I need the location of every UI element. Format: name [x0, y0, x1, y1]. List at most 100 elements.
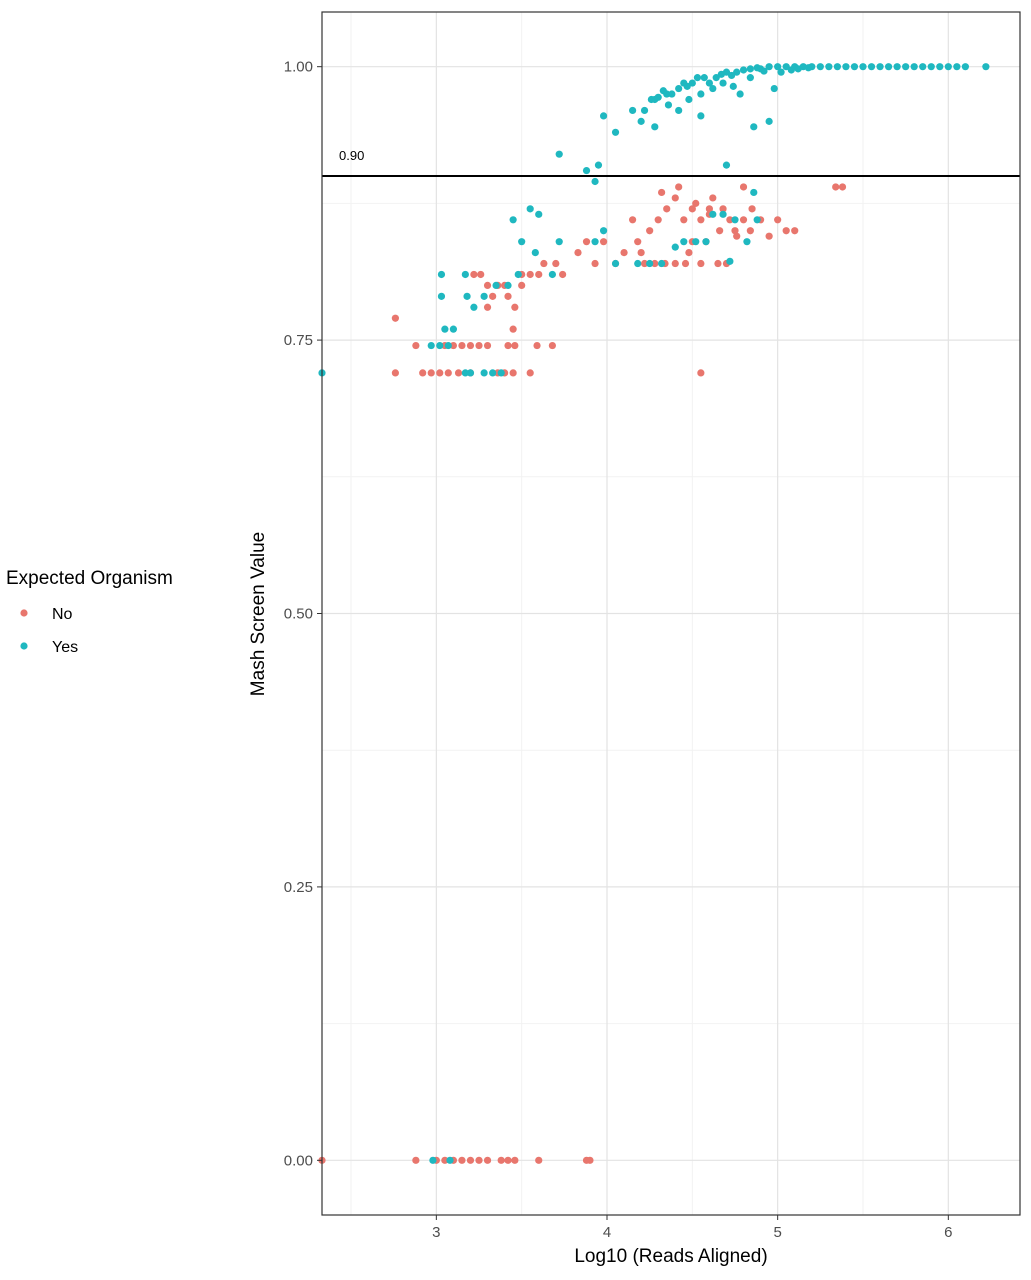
point-yes: [953, 63, 961, 71]
point-yes: [697, 112, 705, 120]
point-no: [599, 238, 608, 246]
point-yes: [743, 238, 751, 246]
point-yes: [664, 101, 673, 109]
point-yes: [876, 63, 884, 71]
point-yes: [427, 341, 435, 350]
point-yes: [750, 123, 758, 131]
point-yes: [634, 259, 642, 268]
point-yes: [702, 238, 710, 246]
point-no: [454, 369, 463, 377]
point-yes: [675, 106, 683, 115]
point-no: [526, 369, 534, 377]
point-yes: [504, 281, 512, 290]
point-yes: [944, 63, 952, 71]
point-no: [629, 216, 637, 224]
legend-label-yes: Yes: [52, 639, 78, 656]
point-yes: [739, 66, 748, 74]
point-yes: [480, 369, 488, 377]
point-no: [483, 341, 492, 350]
point-no: [733, 232, 741, 240]
point-yes: [936, 63, 944, 71]
point-no: [697, 259, 705, 268]
point-yes: [647, 95, 655, 104]
y-tick-label: 0.75: [284, 332, 313, 349]
point-yes: [736, 90, 744, 98]
point-no: [714, 259, 722, 268]
point-no: [651, 259, 659, 268]
point-no: [497, 1156, 505, 1164]
point-no: [466, 1156, 475, 1164]
point-yes: [982, 63, 990, 71]
point-yes: [659, 87, 667, 95]
point-yes: [712, 74, 720, 82]
point-yes: [555, 238, 563, 246]
point-yes: [548, 270, 556, 279]
point-yes: [961, 63, 969, 71]
point-yes: [582, 166, 591, 175]
point-yes: [629, 106, 637, 115]
point-yes: [429, 1156, 437, 1164]
point-yes: [470, 303, 478, 311]
point-no: [509, 369, 517, 377]
point-yes: [637, 117, 645, 125]
reference-line-label: 0.90: [339, 148, 364, 163]
point-no: [466, 341, 475, 350]
point-yes: [919, 63, 927, 71]
point-yes: [489, 369, 497, 377]
point-yes: [787, 66, 795, 74]
point-no: [688, 205, 696, 213]
point-no: [697, 369, 705, 377]
point-yes: [850, 63, 859, 71]
point-yes: [731, 216, 739, 224]
legend-label-no: No: [52, 606, 73, 623]
point-no: [483, 303, 492, 311]
point-yes: [733, 68, 741, 76]
point-no: [475, 1156, 483, 1164]
point-yes: [514, 270, 522, 279]
point-yes: [765, 63, 773, 71]
point-no: [552, 259, 560, 268]
point-yes: [709, 210, 717, 218]
point-yes: [842, 63, 850, 71]
point-no: [791, 227, 799, 235]
point-no: [540, 259, 548, 268]
point-yes: [816, 63, 824, 71]
point-no: [509, 325, 517, 333]
point-yes: [910, 63, 918, 71]
point-yes: [719, 79, 727, 87]
point-no: [444, 369, 452, 377]
point-no: [391, 314, 399, 322]
point-no: [504, 341, 512, 350]
y-axis-title: Mash Screen Value: [248, 532, 269, 696]
point-no: [535, 1156, 543, 1164]
grid: [322, 12, 1020, 1215]
y-axis: 0.00 0.25 0.50 0.75 1.00: [284, 59, 322, 1169]
point-yes: [685, 95, 693, 104]
y-tick-label: 0.00: [284, 1152, 313, 1169]
point-no: [692, 199, 700, 207]
point-no: [582, 238, 591, 246]
y-tick-label: 1.00: [284, 59, 313, 76]
point-yes: [700, 74, 708, 82]
point-no: [680, 216, 688, 224]
point-yes: [760, 67, 768, 75]
point-no: [535, 270, 543, 279]
point-no: [838, 183, 847, 191]
point-yes: [654, 93, 662, 101]
legend-key-yes: [20, 642, 28, 650]
point-yes: [535, 210, 543, 218]
point-no: [654, 216, 662, 224]
point-yes: [437, 292, 446, 300]
point-yes: [726, 257, 734, 265]
point-yes: [668, 90, 676, 98]
point-no: [574, 249, 582, 257]
point-yes: [671, 243, 679, 251]
point-no: [719, 205, 727, 213]
point-yes: [719, 210, 727, 218]
point-yes: [750, 188, 758, 197]
point-no: [518, 281, 526, 290]
point-yes: [480, 292, 488, 300]
point-yes: [692, 238, 700, 246]
point-no: [548, 341, 556, 350]
point-yes: [651, 123, 659, 131]
